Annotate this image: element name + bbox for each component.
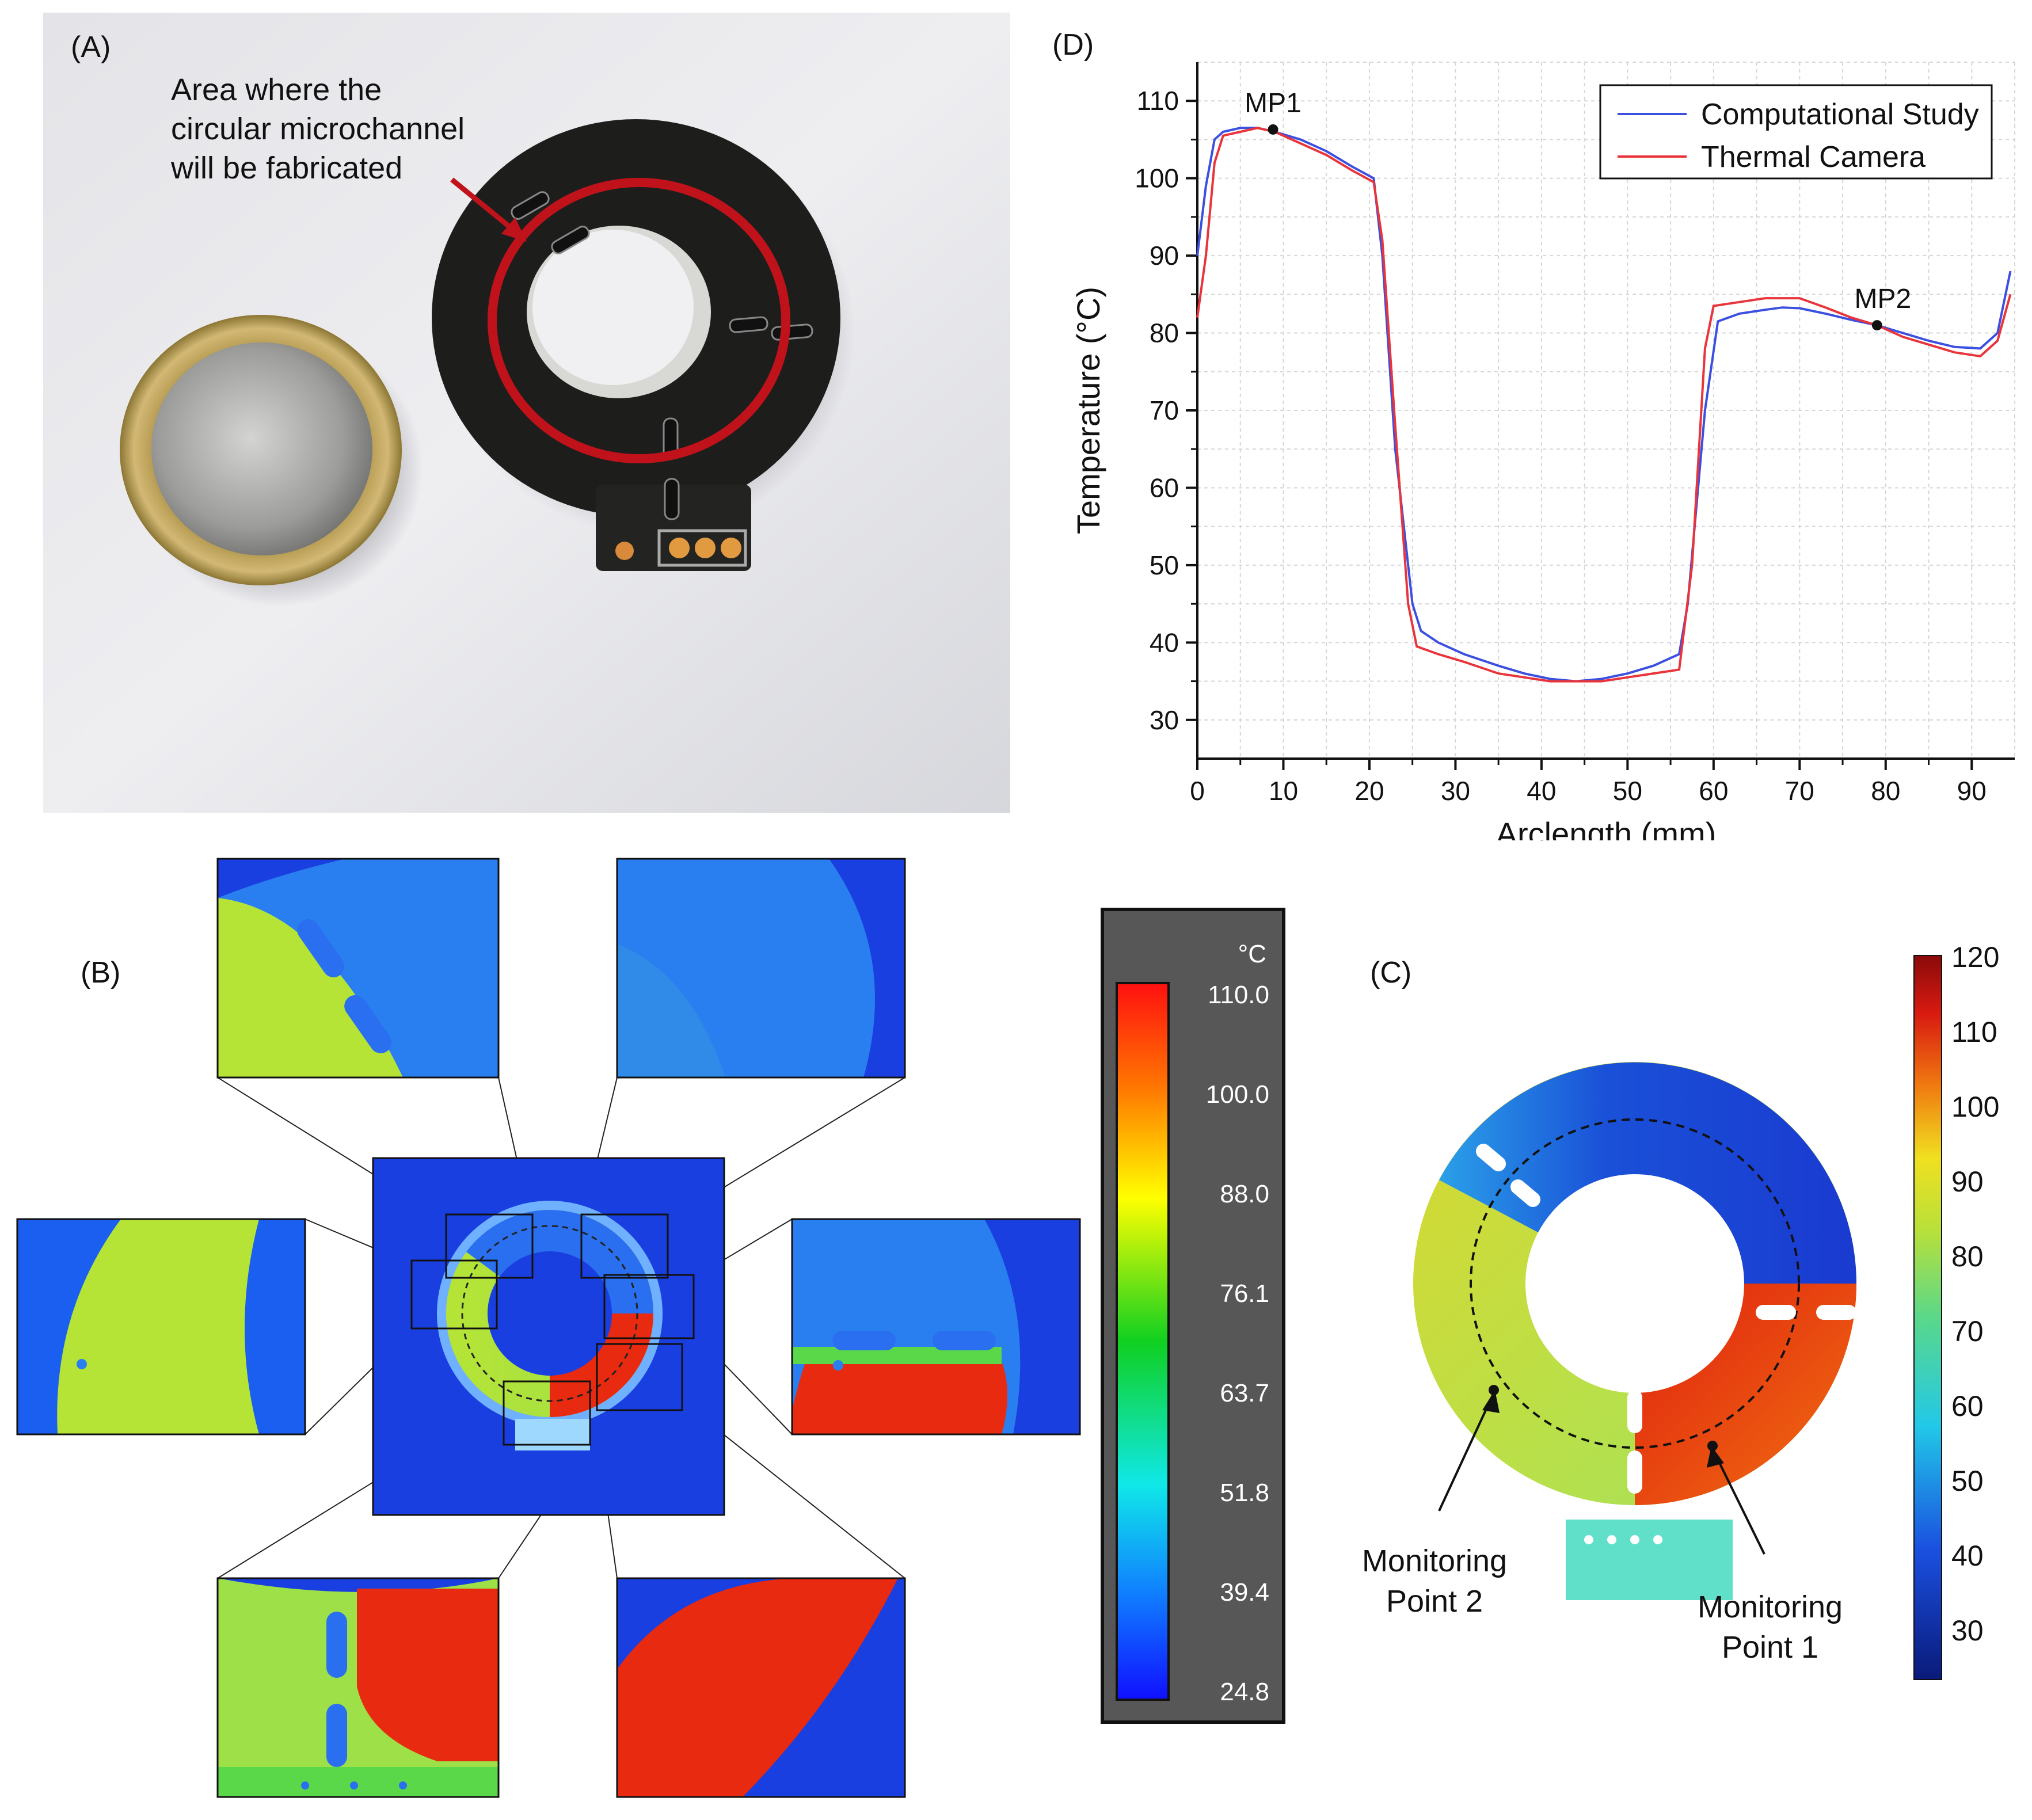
monitoring-point-2-marker [1489, 1385, 1499, 1395]
monitoring-point-2-line-2: Point 2 [1386, 1584, 1483, 1619]
simulation-ring [1413, 1062, 1856, 1600]
monitoring-point-1-marker [1707, 1441, 1718, 1451]
x-tick-label: 70 [1785, 776, 1814, 806]
colorbar-c-tick-30: 30 [1951, 1615, 1984, 1647]
colorbar-c-tick-70: 70 [1951, 1315, 1984, 1347]
zoom-inset-bottom-left [216, 1577, 500, 1798]
panel-a-label: (A) [71, 31, 111, 64]
temperature-chart: 0 10 20 30 40 50 60 70 80 90 30 40 50 60 70 80 90 100 110 A… [1070, 62, 2015, 852]
thermal-camera-figure: °C 110.0 100.0 88.0 76.1 63.7 51.8 39.4 … [16, 858, 1285, 1798]
panel-d-label: (D) [1052, 28, 1094, 62]
colorbar-c-tick-90: 90 [1951, 1166, 1984, 1198]
colorbar-c-tick-50: 50 [1951, 1465, 1984, 1497]
colorbar-tick-1: 110.0 [1208, 981, 1269, 1009]
colorbar-unit: °C [1238, 940, 1266, 968]
thermal-camera-line [1196, 127, 2012, 683]
panel-b: °C 110.0 100.0 88.0 76.1 63.7 51.8 39.4 … [0, 840, 1301, 1817]
y-tick-label: 70 [1150, 395, 1179, 425]
x-tick-label: 20 [1354, 776, 1384, 806]
monitoring-point-1-line-1: Monitoring [1698, 1590, 1843, 1624]
colorbar-c-tick-120: 120 [1951, 941, 1999, 973]
y-tick-label: 30 [1150, 705, 1179, 735]
y-tick-label: 80 [1150, 318, 1179, 348]
zoom-inset-mid-left [16, 1218, 306, 1436]
colorbar-c-tick-60: 60 [1951, 1390, 1984, 1422]
x-tick-label: 30 [1441, 776, 1470, 806]
colorbar-tick-4: 76.1 [1220, 1280, 1269, 1308]
legend-box [1599, 84, 1993, 180]
colorbar-tick-3: 88.0 [1220, 1180, 1269, 1208]
panel-c-label: (C) [1370, 956, 1412, 989]
x-tick-label: 10 [1269, 776, 1298, 806]
x-tick-label: 40 [1527, 776, 1556, 806]
zoom-inset-mid-right [791, 1218, 1081, 1436]
mp1-marker [1268, 124, 1278, 135]
simulation-colorbar: 120 110 100 90 80 70 60 50 40 30 [1913, 941, 1999, 1680]
legend-label-1: Computational Study [1701, 98, 1979, 131]
thermal-main-image [372, 1157, 725, 1516]
x-tick-label: 50 [1613, 776, 1642, 806]
colorbar-c-tick-40: 40 [1951, 1540, 1984, 1572]
microchannel-ring-marker [488, 178, 790, 463]
y-tick-label: 40 [1150, 627, 1179, 657]
y-tick-label: 60 [1150, 473, 1179, 502]
x-tick-label: 0 [1190, 776, 1205, 806]
annotation-arrow [450, 177, 517, 234]
zoom-inset-bottom-right [616, 1577, 906, 1798]
monitoring-point-2-line-1: Monitoring [1362, 1544, 1507, 1578]
panel-a: Area where the circular microchannel wil… [43, 13, 1010, 813]
colorbar-tick-2: 100.0 [1206, 1080, 1269, 1109]
legend-label-2: Thermal Camera [1701, 140, 1926, 174]
panel-b-label: (B) [81, 956, 121, 989]
euro-coin-center [151, 342, 372, 555]
colorbar-tick-6: 51.8 [1220, 1479, 1269, 1507]
thermal-colorbar: °C 110.0 100.0 88.0 76.1 63.7 51.8 39.4 … [1101, 908, 1285, 1724]
colorbar-tick-8: 24.8 [1220, 1678, 1269, 1706]
computational-study-line [1196, 127, 2012, 683]
annotation-line-2: circular microchannel [171, 112, 465, 146]
zoom-inset-top-right [616, 858, 906, 1079]
colorbar-tick-5: 63.7 [1220, 1379, 1269, 1407]
mp2-marker [1871, 320, 1882, 331]
x-tick-label: 60 [1699, 776, 1728, 806]
annotation-line-1: Area where the [171, 73, 382, 107]
panel-d: 0 10 20 30 40 50 60 70 80 90 30 40 50 60 70 80 90 100 110 A… [1025, 0, 2032, 852]
simulation-figure: Monitoring Point 2 Monitoring Point 1 12… [1362, 941, 1999, 1680]
x-tick-label: 80 [1871, 776, 1900, 806]
zoom-inset-top-left [216, 858, 500, 1079]
colorbar-c-tick-100: 100 [1951, 1091, 1999, 1123]
panel-a-photo: Area where the circular microchannel wil… [43, 13, 1010, 813]
monitoring-point-1-line-2: Point 1 [1722, 1630, 1818, 1665]
x-tick-label: 90 [1957, 776, 1987, 806]
colorbar-c-tick-80: 80 [1951, 1240, 1984, 1273]
y-tick-label: 90 [1150, 241, 1179, 271]
panel-c: Monitoring Point 2 Monitoring Point 1 12… [1301, 840, 2032, 1817]
y-tick-label: 100 [1135, 163, 1179, 193]
y-tick-label: 50 [1150, 550, 1179, 580]
colorbar-tick-7: 39.4 [1220, 1578, 1269, 1606]
annotation-line-3: will be fabricated [170, 151, 402, 185]
colorbar-c-tick-110: 110 [1951, 1016, 1997, 1048]
y-tick-label: 110 [1137, 86, 1179, 116]
mp2-label: MP2 [1854, 284, 1911, 314]
x-axis-label: Arclength (mm) [1496, 816, 1717, 840]
y-axis-label: Temperature (°C) [1070, 287, 1106, 534]
mp1-label: MP1 [1245, 88, 1302, 119]
